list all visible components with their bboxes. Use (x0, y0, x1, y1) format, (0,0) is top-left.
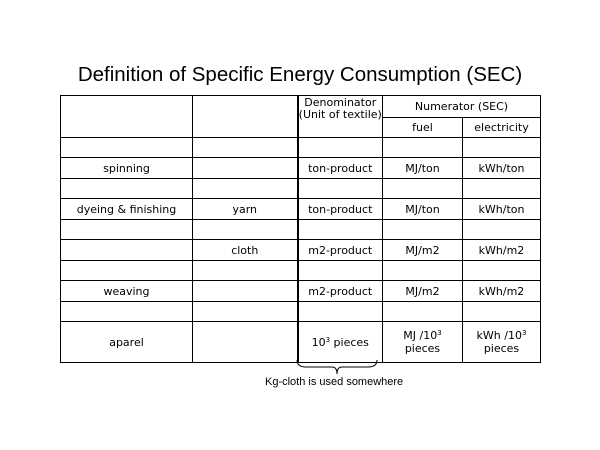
unit-cell: 103 pieces (297, 321, 383, 363)
electricity-cell: kWh/ton (462, 198, 541, 220)
fuel-cell: MJ/m2 (382, 280, 463, 302)
sub-cell (192, 157, 299, 179)
unit-exponent: 3 (325, 335, 331, 344)
fuel-cell: MJ/ton (382, 157, 463, 179)
process-cell (60, 239, 193, 261)
elec-exponent: 3 (521, 329, 527, 337)
fuel-exponent: 3 (437, 329, 442, 337)
footnote: Kg-cloth is used somewhere (265, 376, 404, 388)
elec-prefix: kWh /10 (476, 329, 522, 342)
table-row-aparel: aparel 103 pieces MJ /103 pieces kWh /103… (60, 321, 541, 363)
unit-base: 10 (311, 335, 326, 349)
sub-cell (192, 280, 299, 302)
unit-cell: m2-product (297, 239, 383, 261)
curly-brace-icon (296, 359, 378, 375)
header-process-cell (60, 95, 193, 138)
process-cell: spinning (60, 157, 193, 179)
process-cell: weaving (60, 280, 193, 302)
elec-suffix: pieces (483, 342, 520, 355)
header-denominator: Denominator (Unit of textile) (297, 95, 383, 138)
fuel-cell: MJ/m2 (382, 239, 463, 261)
sub-cell (192, 321, 299, 363)
header-sub-cell (192, 95, 299, 138)
process-cell: aparel (60, 321, 193, 363)
spacer-row (60, 178, 541, 199)
unit-cell: ton-product (297, 157, 383, 179)
process-cell: dyeing & finishing (60, 198, 193, 220)
spacer-row (60, 219, 541, 240)
fuel-suffix: pieces (404, 342, 441, 355)
page-title: Definition of Specific Energy Consumptio… (77, 63, 523, 86)
header-row-1: Denominator (Unit of textile) Numerator … (60, 95, 541, 138)
electricity-cell: kWh/m2 (462, 280, 541, 302)
spacer-row (60, 137, 541, 158)
table-row-weaving: weaving m2-product MJ/m2 kWh/m2 (60, 280, 541, 302)
spacer-row (60, 260, 541, 281)
header-electricity: electricity (462, 117, 541, 138)
electricity-cell: kWh/ton (462, 157, 541, 179)
unit-cell: m2-product (297, 280, 383, 302)
table-row-spinning: spinning ton-product MJ/ton kWh/ton (60, 157, 541, 179)
spacer-row (60, 301, 541, 322)
header-numerator: Numerator (SEC) (382, 95, 541, 118)
sec-definition-table: Denominator (Unit of textile) Numerator … (60, 95, 541, 363)
electricity-cell: kWh/m2 (462, 239, 541, 261)
unit-cell: ton-product (297, 198, 383, 220)
fuel-cell: MJ /103 pieces (382, 321, 463, 363)
header-fuel: fuel (382, 117, 463, 138)
table-row-dyeing-yarn: dyeing & finishing yarn ton-product MJ/t… (60, 198, 541, 220)
fuel-cell: MJ/ton (382, 198, 463, 220)
fuel-prefix: MJ /10 (403, 329, 438, 342)
unit-rest: pieces (330, 335, 369, 349)
electricity-cell: kWh /103 pieces (462, 321, 541, 363)
table-row-dyeing-cloth: cloth m2-product MJ/m2 kWh/m2 (60, 239, 541, 261)
sub-cell: yarn (192, 198, 299, 220)
sub-cell: cloth (192, 239, 299, 261)
